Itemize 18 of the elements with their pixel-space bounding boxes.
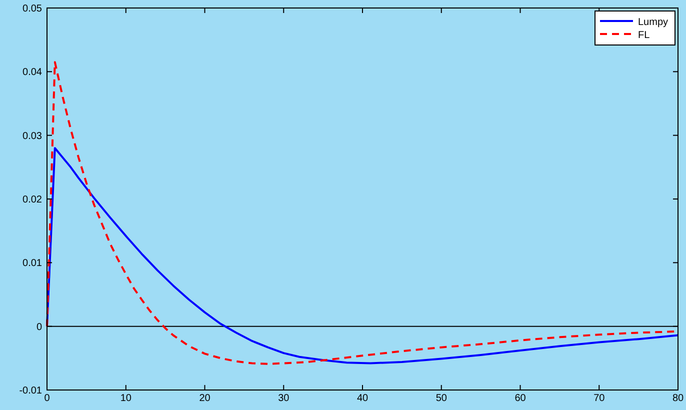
y-tick-label: 0 xyxy=(36,322,42,333)
y-tick-label: 0.01 xyxy=(22,258,42,270)
x-tick-label: 20 xyxy=(199,393,211,404)
x-tick-label: 10 xyxy=(120,393,132,404)
x-tick-label: 70 xyxy=(594,393,606,404)
x-tick-label: 30 xyxy=(278,393,290,404)
legend-label: Lumpy xyxy=(638,17,668,28)
y-tick-label: -0.01 xyxy=(19,386,42,396)
x-tick-label: 50 xyxy=(436,393,448,404)
y-tick-label: 0.02 xyxy=(22,194,42,206)
x-tick-label: 60 xyxy=(514,393,526,404)
y-tick-label: 0.03 xyxy=(22,130,42,142)
x-tick-label: 80 xyxy=(672,393,684,404)
y-tick-label: 0.04 xyxy=(22,67,42,78)
x-tick-label: 40 xyxy=(356,393,368,404)
y-tick-label: 0.05 xyxy=(22,4,42,14)
x-tick-label: 0 xyxy=(44,393,50,404)
legend-label: FL xyxy=(638,30,650,41)
